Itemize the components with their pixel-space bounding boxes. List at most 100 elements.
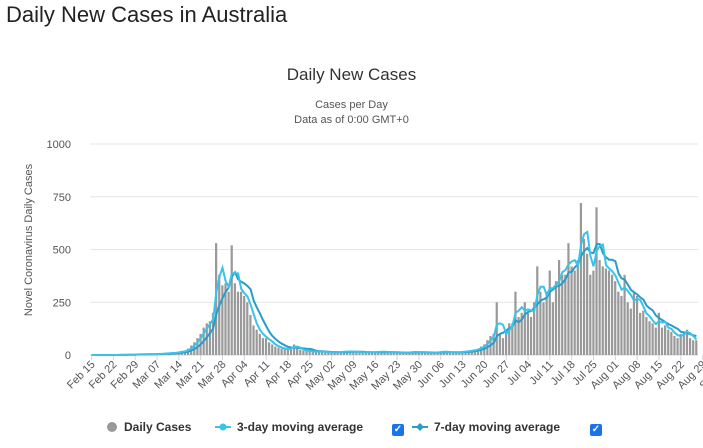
- legend-item-daily-cases[interactable]: Daily Cases: [106, 420, 191, 434]
- daily-case-bar: [405, 352, 408, 355]
- legend-item-7day-ma[interactable]: 7-day moving average: [412, 420, 560, 434]
- daily-case-bar: [660, 327, 664, 355]
- daily-case-bar: [352, 351, 355, 355]
- daily-case-bar: [402, 352, 405, 355]
- daily-case-bar: [386, 352, 389, 355]
- daily-case-bar: [227, 291, 230, 355]
- daily-case-bar: [239, 291, 243, 355]
- daily-case-bar: [233, 283, 236, 355]
- chart-title: Daily New Cases: [286, 65, 417, 84]
- chart-subtitle-timestamp: Data as of 0:00 GMT+0: [294, 114, 409, 126]
- daily-case-bar: [664, 325, 667, 355]
- daily-case-bar: [601, 266, 604, 355]
- daily-case-bar: [255, 329, 258, 355]
- daily-case-bar: [271, 344, 274, 355]
- daily-case-bar: [523, 302, 526, 355]
- daily-case-bar: [358, 352, 361, 355]
- daily-case-bar: [236, 291, 240, 355]
- gray-dot-icon: [107, 422, 117, 432]
- daily-case-bar: [692, 340, 695, 355]
- y-tick-label: 0: [65, 350, 71, 362]
- daily-case-bar: [654, 327, 657, 355]
- daily-case-bar: [570, 266, 573, 355]
- daily-case-bar: [389, 352, 392, 355]
- daily-case-bar: [221, 285, 224, 355]
- daily-case-bar: [648, 321, 651, 355]
- daily-case-bar: [230, 245, 233, 355]
- checkbox-7day-ma[interactable]: ✓: [590, 424, 602, 436]
- daily-case-bar: [423, 352, 427, 355]
- daily-case-bar: [370, 352, 374, 355]
- daily-case-bar: [642, 310, 645, 355]
- daily-case-bar: [667, 329, 670, 355]
- daily-case-bar: [492, 333, 495, 355]
- daily-case-bar: [626, 302, 629, 355]
- checkbox-3day-ma[interactable]: ✓: [392, 424, 404, 436]
- daily-case-bar: [249, 314, 252, 355]
- daily-case-bar: [533, 302, 536, 355]
- three-day-average-line: [91, 230, 698, 356]
- daily-case-bar: [501, 338, 505, 355]
- daily-case-bar: [268, 342, 271, 355]
- daily-case-bar: [579, 203, 583, 355]
- daily-case-bar: [286, 349, 289, 355]
- daily-case-bar: [296, 348, 299, 355]
- daily-case-bar: [473, 349, 477, 355]
- line-marker-icon: [412, 423, 428, 431]
- daily-case-bar: [277, 347, 280, 355]
- daily-case-bar: [305, 350, 308, 355]
- daily-case-bar: [514, 291, 517, 355]
- daily-case-bar: [392, 352, 395, 355]
- daily-case-bar: [695, 340, 698, 355]
- daily-case-bar: [545, 291, 548, 355]
- legend-label-7day-ma: 7-day moving average: [434, 420, 561, 434]
- daily-case-bar: [330, 352, 333, 355]
- daily-case-bar: [317, 351, 321, 355]
- daily-case-bar: [327, 352, 330, 355]
- daily-case-bar: [417, 352, 420, 355]
- daily-case-bar: [218, 274, 221, 355]
- daily-case-bar: [673, 336, 676, 355]
- daily-case-bar: [573, 270, 576, 355]
- y-axis-label: Novel Coronavirus Daily Cases: [23, 163, 35, 316]
- daily-case-bar: [420, 352, 424, 355]
- daily-case-bar: [542, 302, 545, 355]
- daily-case-bar: [651, 323, 654, 355]
- daily-case-bar: [620, 295, 623, 355]
- legend-label-daily-cases: Daily Cases: [124, 420, 192, 434]
- daily-case-bar: [657, 312, 660, 355]
- daily-case-bar: [536, 266, 539, 355]
- daily-case-bar: [342, 351, 346, 355]
- daily-case-bar: [564, 274, 567, 355]
- daily-case-bar: [427, 352, 430, 355]
- daily-case-bar: [511, 323, 514, 355]
- daily-case-bar: [258, 333, 261, 355]
- daily-case-bar: [211, 312, 215, 355]
- daily-case-bar: [205, 323, 208, 355]
- daily-case-bar: [679, 333, 682, 355]
- daily-case-bar: [208, 321, 211, 355]
- daily-case-bar: [607, 270, 611, 355]
- daily-case-bar: [433, 352, 436, 355]
- daily-case-bar: [274, 346, 277, 355]
- daily-case-bar: [610, 274, 614, 355]
- daily-case-bar: [398, 352, 402, 355]
- daily-case-bar: [586, 253, 589, 355]
- daily-case-bar: [676, 338, 679, 355]
- daily-case-bar: [383, 352, 386, 355]
- daily-case-bar: [336, 352, 339, 355]
- daily-case-bar: [554, 281, 558, 355]
- daily-case-bar: [508, 323, 511, 355]
- daily-case-bar: [349, 351, 352, 355]
- daily-case-bar: [526, 312, 530, 355]
- daily-case-bar: [623, 274, 626, 355]
- legend-item-3day-ma[interactable]: 3-day moving average: [215, 420, 363, 434]
- daily-case-bar: [324, 352, 327, 355]
- daily-case-bar: [688, 338, 692, 355]
- daily-case-bar: [592, 270, 595, 355]
- daily-case-bar: [252, 325, 255, 355]
- daily-case-bar: [604, 268, 607, 355]
- daily-case-bar: [517, 317, 520, 355]
